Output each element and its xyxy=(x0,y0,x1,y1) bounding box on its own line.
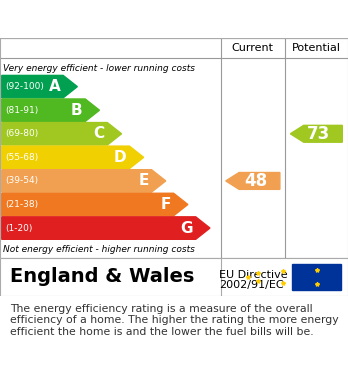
Text: C: C xyxy=(93,126,104,141)
Text: Current: Current xyxy=(232,43,274,53)
Text: (39-54): (39-54) xyxy=(5,176,38,185)
Text: F: F xyxy=(160,197,171,212)
Text: (92-100): (92-100) xyxy=(5,82,44,91)
Text: Not energy efficient - higher running costs: Not energy efficient - higher running co… xyxy=(3,245,195,254)
Text: E: E xyxy=(138,174,149,188)
Text: (81-91): (81-91) xyxy=(5,106,39,115)
Text: Very energy efficient - lower running costs: Very energy efficient - lower running co… xyxy=(3,65,196,74)
Text: D: D xyxy=(114,150,127,165)
Polygon shape xyxy=(2,217,210,239)
Polygon shape xyxy=(290,126,342,142)
Polygon shape xyxy=(2,122,121,145)
Text: Potential: Potential xyxy=(292,43,341,53)
Bar xyxy=(292,264,341,290)
Text: 48: 48 xyxy=(244,172,267,190)
Polygon shape xyxy=(2,146,144,169)
Text: (55-68): (55-68) xyxy=(5,153,39,162)
Polygon shape xyxy=(2,99,100,122)
Polygon shape xyxy=(2,170,166,192)
Polygon shape xyxy=(2,75,77,98)
Text: B: B xyxy=(71,103,82,118)
Text: EU Directive: EU Directive xyxy=(219,270,288,280)
Text: Energy Efficiency Rating: Energy Efficiency Rating xyxy=(10,7,258,25)
Polygon shape xyxy=(2,193,188,216)
Text: A: A xyxy=(48,79,60,94)
Text: G: G xyxy=(180,221,193,235)
Text: (69-80): (69-80) xyxy=(5,129,39,138)
Text: 2002/91/EC: 2002/91/EC xyxy=(219,280,284,291)
Text: 73: 73 xyxy=(307,125,331,143)
Text: (21-38): (21-38) xyxy=(5,200,38,209)
Text: (1-20): (1-20) xyxy=(5,224,33,233)
Text: The energy efficiency rating is a measure of the overall efficiency of a home. T: The energy efficiency rating is a measur… xyxy=(10,303,339,337)
Polygon shape xyxy=(226,172,280,189)
Text: England & Wales: England & Wales xyxy=(10,267,195,287)
